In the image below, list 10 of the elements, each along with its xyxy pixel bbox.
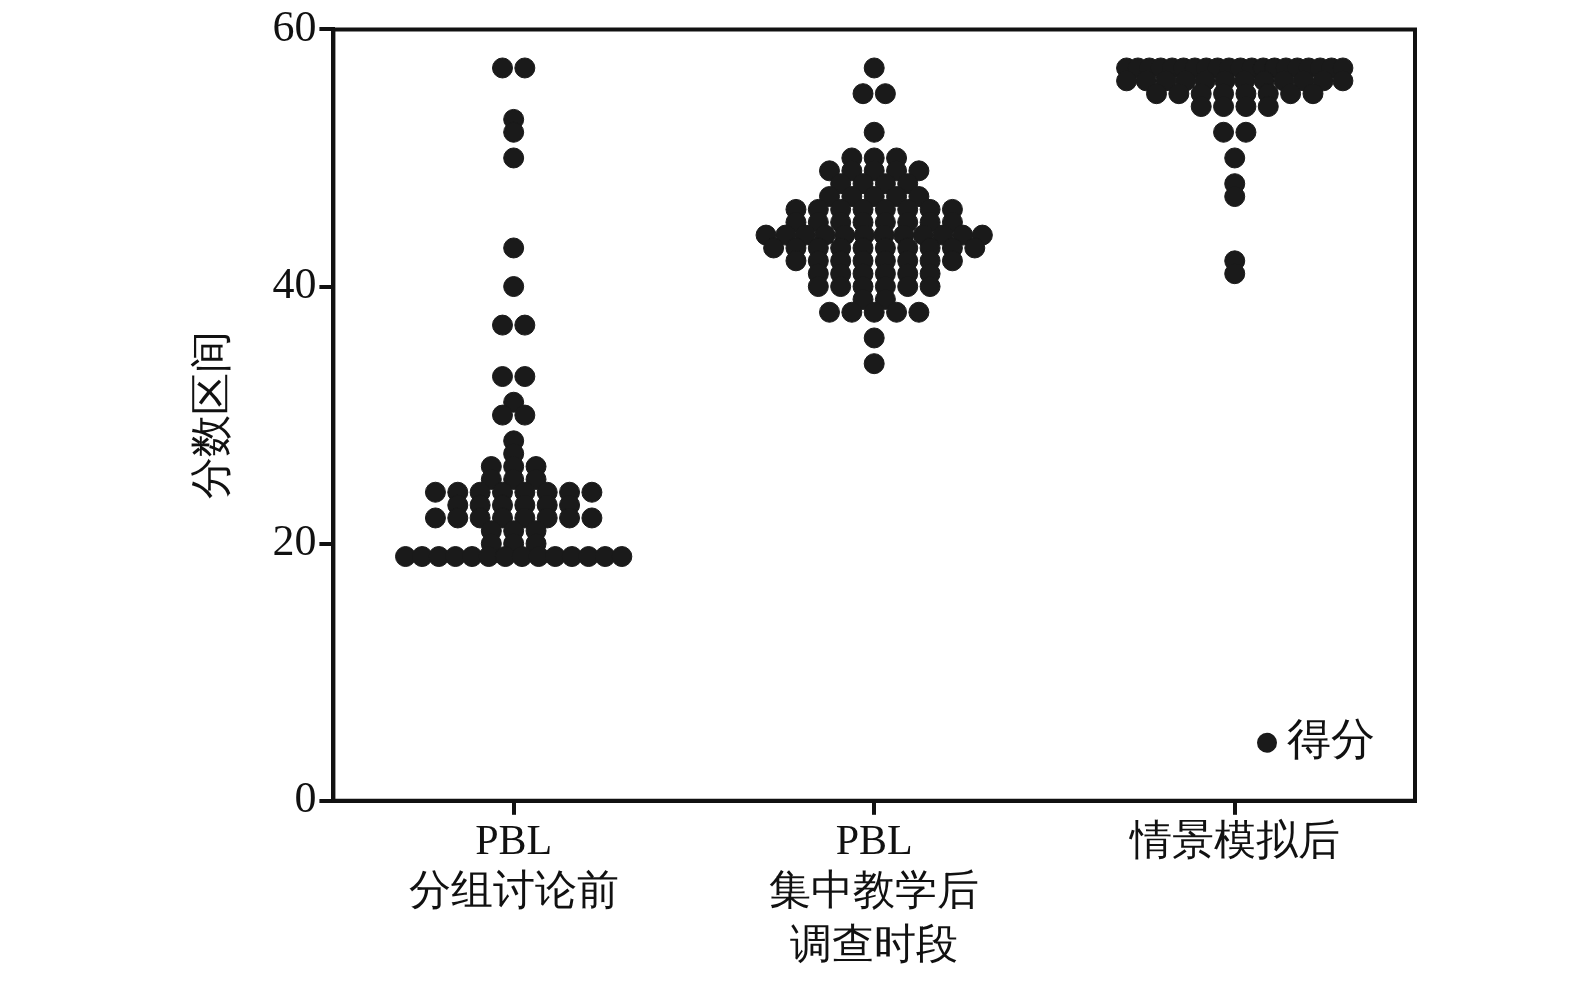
x-axis-title: 调查时段	[790, 920, 959, 967]
y-tick-label: 0	[294, 773, 317, 823]
legend-label: 得分	[1287, 715, 1375, 765]
y-axis-title: 分数区间	[188, 331, 235, 500]
x-tick-label: 情景模拟后	[1127, 817, 1340, 864]
x-tick-label: PBL 集中教学后	[769, 817, 980, 914]
y-tick-label: 20	[272, 516, 317, 566]
y-tick-label: 40	[272, 259, 317, 309]
y-tick-label: 60	[272, 1, 317, 51]
x-tick-label: PBL 分组讨论前	[408, 817, 619, 914]
